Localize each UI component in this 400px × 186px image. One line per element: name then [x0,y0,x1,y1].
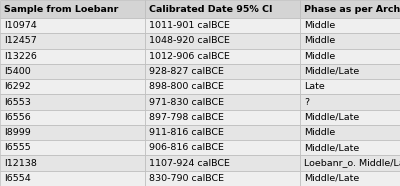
Text: I6554: I6554 [4,174,31,183]
Text: Middle/Late: Middle/Late [304,174,359,183]
Text: Middle/Late: Middle/Late [304,113,359,122]
Text: 830-790 calBCE: 830-790 calBCE [149,174,224,183]
Bar [300,33,400,49]
Text: Middle: Middle [304,128,335,137]
Bar [0,64,145,79]
Text: I13226: I13226 [4,52,37,61]
Bar [145,171,300,186]
Bar [145,64,300,79]
Bar [145,33,300,49]
Bar [0,155,145,171]
Text: 898-800 calBCE: 898-800 calBCE [149,82,224,91]
Text: 1107-924 calBCE: 1107-924 calBCE [149,159,230,168]
Text: Middle/Late: Middle/Late [304,143,359,152]
Bar [145,125,300,140]
Text: Loebanr_o. Middle/Late: Loebanr_o. Middle/Late [304,159,400,168]
Bar [300,140,400,155]
Bar [300,79,400,94]
Bar [300,49,400,64]
Bar [0,94,145,110]
Bar [145,49,300,64]
Text: 971-830 calBCE: 971-830 calBCE [149,97,224,107]
Text: 1012-906 calBCE: 1012-906 calBCE [149,52,230,61]
Text: I12138: I12138 [4,159,37,168]
Text: Sample from Loebanr: Sample from Loebanr [4,4,118,14]
Bar [145,94,300,110]
Text: 911-816 calBCE: 911-816 calBCE [149,128,224,137]
Text: 1011-901 calBCE: 1011-901 calBCE [149,21,230,30]
Bar [300,94,400,110]
Text: I6556: I6556 [4,113,31,122]
Bar [0,171,145,186]
Bar [145,79,300,94]
Text: Calibrated Date 95% CI: Calibrated Date 95% CI [149,4,272,14]
Text: Middle: Middle [304,36,335,45]
Text: I10974: I10974 [4,21,37,30]
Text: Middle: Middle [304,21,335,30]
Bar [300,64,400,79]
Bar [300,171,400,186]
Bar [145,0,300,18]
Text: Middle/Late: Middle/Late [304,67,359,76]
Bar [0,33,145,49]
Text: 897-798 calBCE: 897-798 calBCE [149,113,224,122]
Text: Phase as per Arch supplement: Phase as per Arch supplement [304,4,400,14]
Bar [0,110,145,125]
Text: I6292: I6292 [4,82,31,91]
Text: 906-816 calBCE: 906-816 calBCE [149,143,224,152]
Bar [145,140,300,155]
Text: I6555: I6555 [4,143,31,152]
Bar [0,0,145,18]
Text: I5400: I5400 [4,67,31,76]
Bar [145,18,300,33]
Bar [300,18,400,33]
Bar [145,155,300,171]
Bar [300,0,400,18]
Text: ?: ? [304,97,309,107]
Text: I12457: I12457 [4,36,37,45]
Bar [145,110,300,125]
Bar [0,49,145,64]
Text: 928-827 calBCE: 928-827 calBCE [149,67,224,76]
Text: Middle: Middle [304,52,335,61]
Bar [0,18,145,33]
Text: I8999: I8999 [4,128,31,137]
Bar [300,155,400,171]
Bar [0,140,145,155]
Text: Late: Late [304,82,325,91]
Text: 1048-920 calBCE: 1048-920 calBCE [149,36,230,45]
Bar [300,110,400,125]
Text: I6553: I6553 [4,97,31,107]
Bar [0,125,145,140]
Bar [0,79,145,94]
Bar [300,125,400,140]
